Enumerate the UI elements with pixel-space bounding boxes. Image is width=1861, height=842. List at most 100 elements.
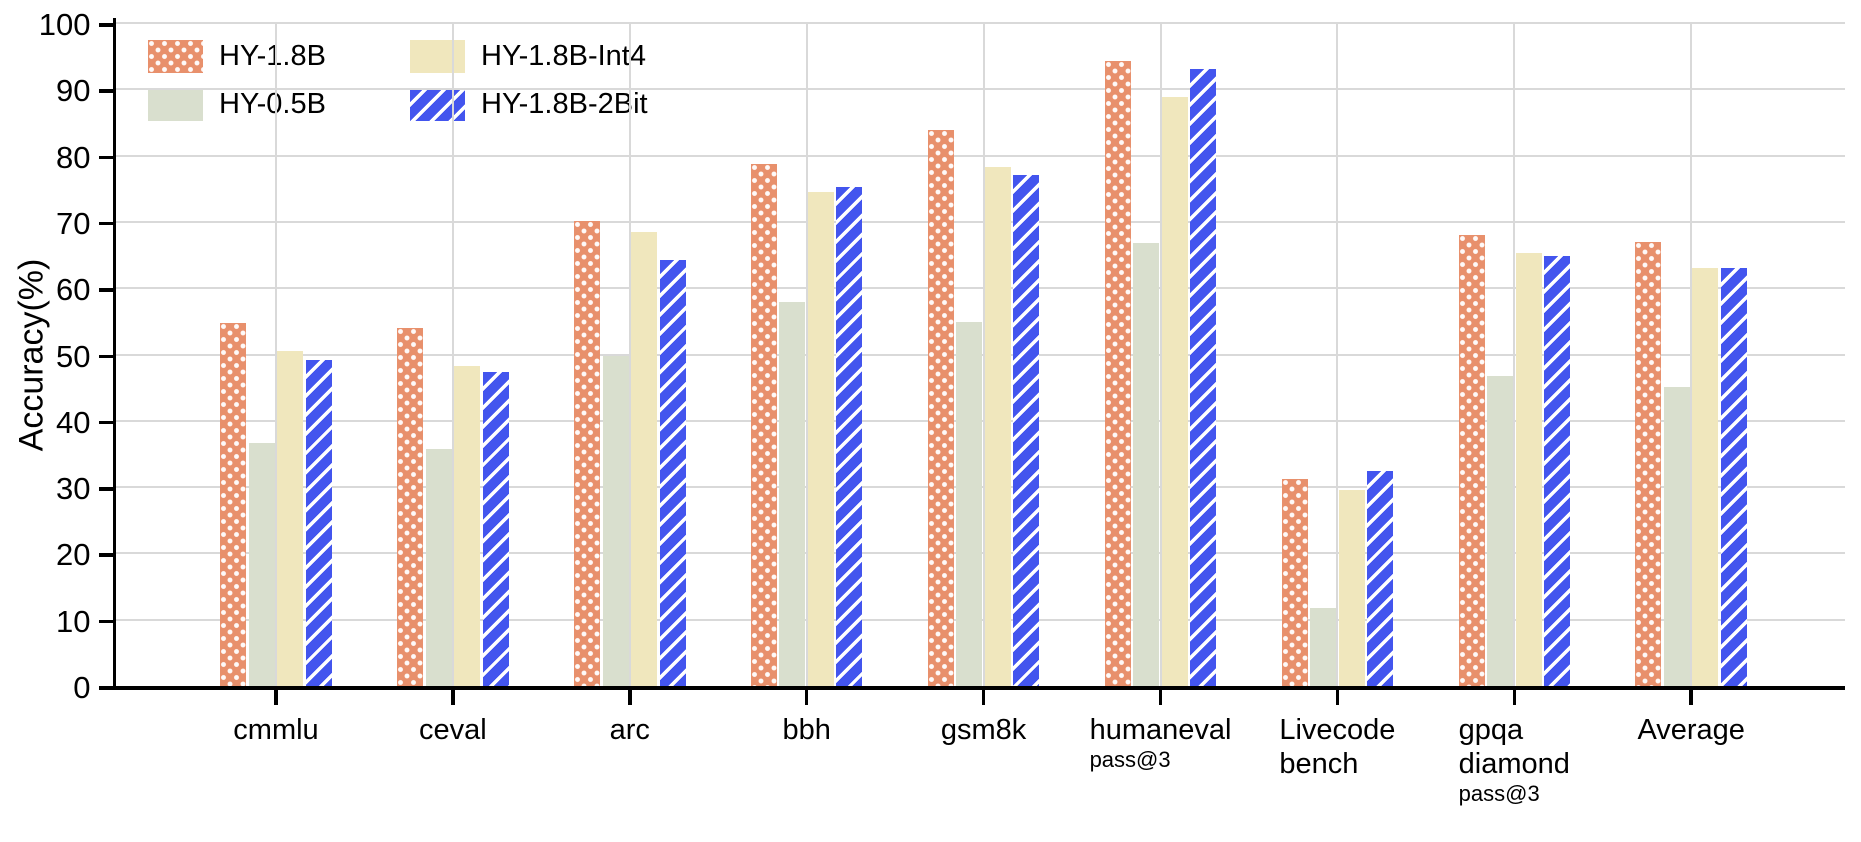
y-tick-mark	[98, 487, 113, 491]
bar-hy-1-8b-humaneval	[1104, 60, 1131, 686]
y-tick-label: 100	[38, 7, 91, 42]
bar-hy-0-5b-cmmlu	[248, 442, 275, 686]
bar-hy-0-5b-livecode-bench	[1310, 607, 1337, 686]
x-axis-label-arc: arc	[610, 713, 650, 747]
h-gridline	[116, 88, 1845, 91]
y-axis-spine	[112, 18, 116, 690]
y-tick-label: 40	[56, 404, 91, 440]
v-gridline	[1159, 23, 1162, 686]
x-tick-mark	[628, 689, 632, 705]
bar-hy-0-5b-humaneval	[1133, 243, 1160, 686]
bar-hy-1-8b-2bit-gpqa-diamond	[1544, 255, 1571, 686]
bar-hy-1-8b-livecode-bench	[1281, 479, 1308, 686]
y-tick-mark	[98, 553, 113, 557]
legend: HY-1.8B HY-0.5B HY-1.8B-Int4 HY-1.8B-2Bit	[148, 32, 648, 128]
legend-item-hy-1-8b-2bit: HY-1.8B-2Bit	[410, 87, 648, 121]
y-tick-mark	[98, 23, 113, 27]
x-tick-mark	[1158, 689, 1163, 705]
y-tick-mark	[98, 619, 113, 624]
x-axis-label-livecode-bench: Livecode bench	[1279, 713, 1395, 781]
bar-hy-1-8b-int4-humaneval	[1161, 97, 1188, 686]
y-tick-label: 80	[56, 139, 91, 175]
bar-hy-1-8b-bbh	[750, 163, 777, 686]
x-axis-label-humaneval: humaneval pass@3	[1090, 713, 1232, 773]
y-tick-mark	[98, 288, 113, 292]
v-gridline	[451, 23, 454, 686]
bar-hy-1-8b-gpqa-diamond	[1458, 235, 1485, 686]
x-axis-label-average: Average	[1637, 713, 1745, 747]
legend-label-hy-0-5b: HY-0.5B	[219, 87, 326, 120]
bar-hy-1-8b-int4-bbh	[807, 192, 834, 686]
v-gridline	[805, 23, 808, 686]
x-axis-label-line: cmmlu	[233, 713, 319, 746]
h-gridline	[116, 287, 1845, 290]
bar-hy-1-8b-2bit-humaneval	[1190, 68, 1217, 686]
x-axis-label-line: bench	[1279, 747, 1359, 780]
legend-item-hy-1-8b: HY-1.8B	[148, 39, 410, 73]
bar-hy-1-8b-2bit-bbh	[836, 186, 863, 686]
legend-label-hy-1-8b-int4: HY-1.8B-Int4	[481, 39, 646, 72]
legend-item-hy-1-8b-int4: HY-1.8B-Int4	[410, 39, 648, 73]
y-tick-mark	[98, 155, 113, 160]
x-axis-label-line: humaneval	[1089, 713, 1232, 746]
x-axis-label-ceval: ceval	[419, 713, 487, 747]
x-tick-mark	[451, 689, 455, 705]
bar-hy-1-8b-int4-cmmlu	[277, 351, 304, 686]
bar-hy-1-8b-arc	[574, 220, 601, 686]
bar-hy-1-8b-int4-average	[1692, 267, 1719, 686]
bar-hy-1-8b-2bit-arc	[659, 259, 686, 686]
y-tick-label: 20	[56, 537, 91, 573]
x-axis-sublabel: pass@3	[1458, 780, 1540, 806]
y-tick-label: 70	[56, 205, 91, 241]
v-gridline	[1336, 23, 1339, 686]
v-gridline	[982, 23, 985, 686]
bar-hy-1-8b-int4-gpqa-diamond	[1515, 253, 1542, 686]
y-tick-mark	[98, 354, 113, 358]
x-axis-label-line: arc	[609, 713, 650, 746]
legend-swatch-hy-0-5b	[148, 87, 203, 121]
h-gridline	[116, 154, 1845, 157]
y-tick-mark	[98, 420, 113, 425]
x-axis-label-bbh: bbh	[782, 713, 830, 747]
x-axis-label-cmmlu: cmmlu	[233, 713, 318, 747]
v-gridline	[628, 23, 631, 686]
x-tick-mark	[1512, 689, 1517, 705]
y-tick-label: 30	[56, 471, 91, 507]
x-axis-label-gpqa-diamond: gpqa diamond pass@3	[1459, 713, 1570, 807]
h-gridline	[116, 22, 1845, 24]
y-tick-mark	[98, 89, 113, 93]
v-gridline	[1513, 23, 1516, 686]
bar-hy-1-8b-int4-ceval	[454, 365, 481, 686]
bar-hy-1-8b-average	[1635, 242, 1662, 686]
legend-swatch-hy-1-8b	[148, 39, 203, 73]
bar-hy-1-8b-2bit-livecode-bench	[1367, 471, 1394, 686]
bar-hy-0-5b-bbh	[779, 302, 806, 686]
x-axis-spine	[112, 686, 1845, 690]
x-axis-label-line: Average	[1637, 713, 1745, 746]
bar-hy-1-8b-ceval	[397, 327, 424, 686]
legend-swatch-hy-1-8b-int4	[410, 39, 465, 73]
legend-swatch-hy-1-8b-2bit	[410, 87, 465, 121]
x-tick-mark	[274, 689, 278, 705]
x-tick-mark	[1335, 689, 1340, 705]
x-tick-mark	[804, 689, 809, 705]
bar-hy-1-8b-2bit-average	[1720, 268, 1747, 686]
x-axis-sublabel: pass@3	[1089, 746, 1171, 772]
x-axis-label-line: Livecode	[1279, 713, 1396, 746]
x-axis-label-line: bbh	[782, 713, 831, 746]
y-tick-label: 0	[73, 670, 91, 705]
v-gridline	[1690, 23, 1693, 686]
x-tick-mark	[981, 689, 986, 705]
bar-hy-0-5b-arc	[602, 356, 629, 686]
y-tick-label: 10	[56, 603, 91, 639]
x-axis-label-line: ceval	[419, 713, 487, 746]
legend-label-hy-1-8b-2bit: HY-1.8B-2Bit	[481, 87, 648, 120]
x-axis-label-line: gpqa	[1458, 713, 1524, 746]
y-tick-label: 90	[56, 73, 91, 109]
bar-hy-0-5b-ceval	[425, 449, 452, 686]
y-tick-label: 50	[56, 338, 91, 374]
bar-hy-1-8b-2bit-ceval	[482, 372, 509, 686]
y-tick-label: 60	[56, 272, 91, 308]
bar-hy-1-8b-int4-gsm8k	[984, 166, 1011, 686]
y-tick-mark	[98, 686, 113, 690]
